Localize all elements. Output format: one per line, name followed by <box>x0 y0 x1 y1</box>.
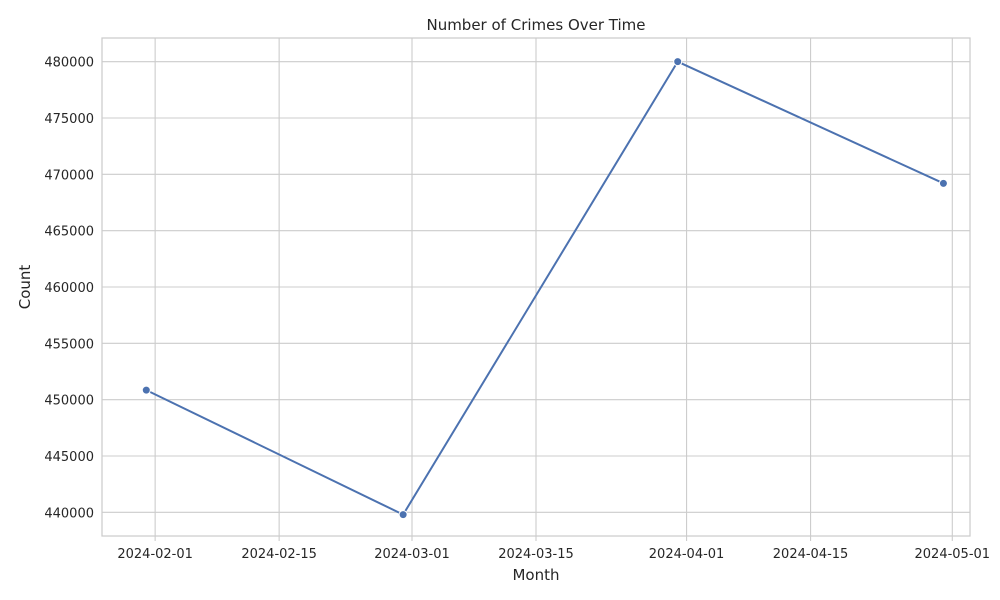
x-tick-label: 2024-04-15 <box>773 547 849 562</box>
x-tick-label: 2024-02-15 <box>241 547 317 562</box>
y-tick-label: 480000 <box>44 56 94 71</box>
data-point <box>673 57 683 67</box>
grid-lines <box>102 38 970 536</box>
x-tick-label: 2024-04-01 <box>649 547 725 562</box>
y-tick-label: 440000 <box>44 506 94 521</box>
data-point <box>938 178 948 188</box>
y-tick-label: 460000 <box>44 281 94 296</box>
y-tick-label: 450000 <box>44 394 94 409</box>
y-tick-label: 455000 <box>44 337 94 352</box>
x-tick-label: 2024-05-01 <box>915 547 991 562</box>
y-tick-label: 475000 <box>44 112 94 127</box>
x-tick-label: 2024-02-01 <box>117 547 193 562</box>
y-axis: 440000 445000 450000 455000 460000 465000 4700… <box>44 56 94 522</box>
y-axis-label: Count <box>16 265 34 310</box>
data-point <box>398 510 408 520</box>
y-tick-label: 470000 <box>44 168 94 183</box>
series <box>141 57 948 520</box>
x-axis-label: Month <box>512 566 559 584</box>
x-axis: 2024-02-01 2024-02-15 2024-03-01 2024-03-15… <box>117 536 990 562</box>
series-line <box>145 60 944 516</box>
x-tick-label: 2024-03-15 <box>498 547 574 562</box>
x-tick-label: 2024-03-01 <box>374 547 450 562</box>
chart-title: Number of Crimes Over Time <box>426 16 645 34</box>
y-tick-label: 445000 <box>44 450 94 465</box>
y-tick-label: 465000 <box>44 225 94 240</box>
data-point <box>141 385 151 395</box>
